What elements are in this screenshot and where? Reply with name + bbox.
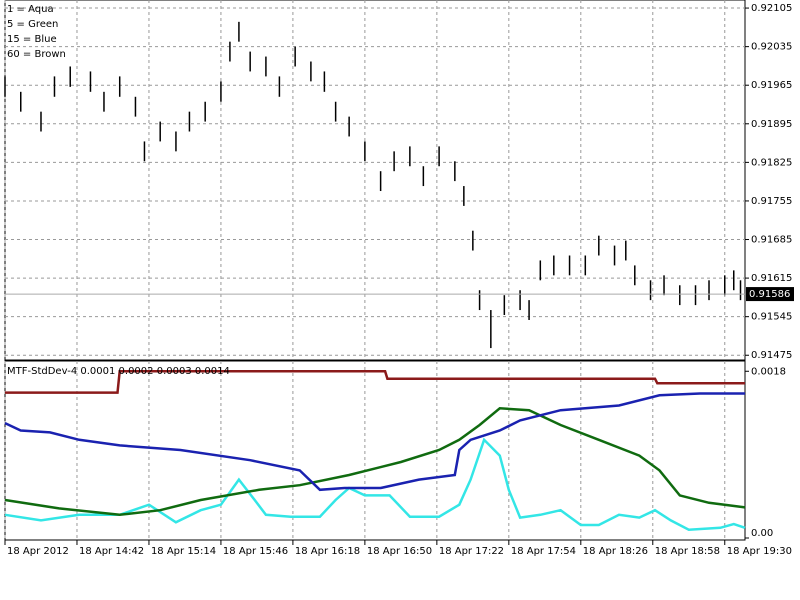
- x-tick-label: 18 Apr 17:54: [511, 546, 576, 557]
- current-price-box: [746, 287, 794, 302]
- indicator-line: [4, 407, 746, 517]
- x-tick-label: 18 Apr 17:22: [439, 546, 504, 557]
- x-tick-label: 18 Apr 18:58: [655, 546, 720, 557]
- legend-entry: 60 = Brown: [7, 49, 66, 60]
- y-tick-label: 0.91545: [751, 312, 792, 323]
- y-tick-label: 0.91825: [751, 157, 792, 168]
- y-tick-label: 0.91685: [751, 235, 792, 246]
- y-tick-label: 0.91615: [751, 273, 792, 284]
- indicator-line: [4, 437, 746, 531]
- current-price-label: 0.91586: [749, 289, 790, 300]
- y-tick-label: 0.91475: [751, 350, 792, 361]
- legend-entry: 5 = Green: [7, 19, 58, 30]
- y-tick-label: 0.0018: [751, 366, 786, 377]
- legend-entry: 1 = Aqua: [7, 4, 54, 15]
- y-tick-label: 0.92035: [751, 42, 792, 53]
- x-tick-label: 18 Apr 16:50: [367, 546, 432, 557]
- x-tick-label: 18 Apr 19:30: [727, 546, 792, 557]
- panel-frame: [4, 360, 746, 541]
- x-tick-label: 18 Apr 14:42: [79, 546, 144, 557]
- y-tick-label: 0.91755: [751, 196, 792, 207]
- x-tick-label: 18 Apr 18:26: [583, 546, 648, 557]
- indicator-line: [5, 370, 745, 394]
- indicator-title: MTF-StdDev-4 0.0001 0.0002 0.0003 0.0014: [7, 366, 230, 377]
- legend-entry: 15 = Blue: [7, 34, 57, 45]
- y-tick-label: 0.92105: [751, 3, 792, 14]
- y-tick-label: 0.00: [751, 528, 773, 539]
- x-tick-label: 18 Apr 2012: [7, 546, 69, 557]
- x-tick-label: 18 Apr 16:18: [295, 546, 360, 557]
- indicator-line: [4, 392, 745, 492]
- x-tick-label: 18 Apr 15:46: [223, 546, 288, 557]
- x-tick-label: 18 Apr 15:14: [151, 546, 216, 557]
- y-tick-label: 0.91965: [751, 80, 792, 91]
- y-tick-label: 0.91895: [751, 119, 792, 130]
